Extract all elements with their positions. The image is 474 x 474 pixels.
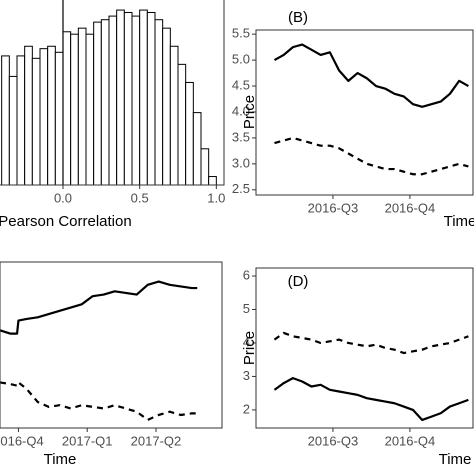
bar [77,27,87,186]
line-series [0,381,198,421]
panel-title: (D) [288,273,309,290]
x-tick-label: 1.0 [207,190,225,205]
y-tick-label: 3.5 [232,129,250,144]
plot-frame [0,0,225,186]
bar [200,148,210,186]
bar [177,63,187,186]
bar [108,15,118,186]
y-tick-label: 6 [243,267,250,282]
bar [116,9,125,186]
line-series [273,43,469,108]
x-tick-label: 2016-Q4 [385,200,436,215]
bar [47,45,56,186]
bar [54,51,64,186]
x-tick-label: 2017-Q2 [131,433,182,448]
bar [185,81,194,186]
y-tick-label: 3.0 [232,155,250,170]
y-tick-label: 2 [243,401,250,416]
bar [24,45,33,186]
y-tick-label: 3 [243,368,250,383]
plot-frame [0,261,223,429]
bar [8,75,18,186]
bar [208,176,217,186]
x-tick-label: 0.0 [54,190,72,205]
x-axis-label: Time [44,451,77,468]
line-series [273,331,469,355]
y-tick-label: 5 [243,301,250,316]
x-axis-label: Time [439,451,472,468]
bar [85,33,95,186]
bar [62,31,72,186]
plot-frame [255,29,474,196]
line-series [0,280,198,335]
x-tick-label: 2016-Q3 [308,433,359,448]
y-tick-label: 4.0 [232,103,250,118]
x-tick-label: 2016-Q4 [385,433,436,448]
y-tick-label: 5.5 [232,26,250,41]
y-tick-label: 4 [243,334,250,349]
bar [154,19,164,186]
bar [146,11,156,186]
x-tick-label: 2016-Q3 [308,200,359,215]
bar [31,57,41,186]
x-tick-label: 0.5 [131,190,149,205]
y-tick-label: 4.5 [232,77,250,92]
x-axis-label: Time [444,213,474,230]
y-axis-label: Price [241,331,258,365]
bar [16,55,26,186]
line-series [273,377,469,422]
y-tick-label: 2.5 [232,181,250,196]
bar [192,112,202,186]
y-tick-label: 5.0 [232,52,250,67]
x-axis-label: Pearson Correlation [0,213,132,230]
bar [70,33,79,186]
bar [169,45,179,186]
bar [100,19,110,186]
bar [131,15,141,186]
bar [1,55,10,186]
x-tick-label: 2016-Q4 [0,433,44,448]
bar [139,9,148,186]
line-series [274,136,469,176]
bar [93,21,102,186]
panel-title: (B) [288,9,308,26]
y-axis-label: Price [241,95,258,129]
bar [123,11,133,186]
x-tick-label: 2017-Q1 [62,433,113,448]
plot-frame [255,267,474,429]
bar [162,27,171,186]
bar [39,48,49,186]
